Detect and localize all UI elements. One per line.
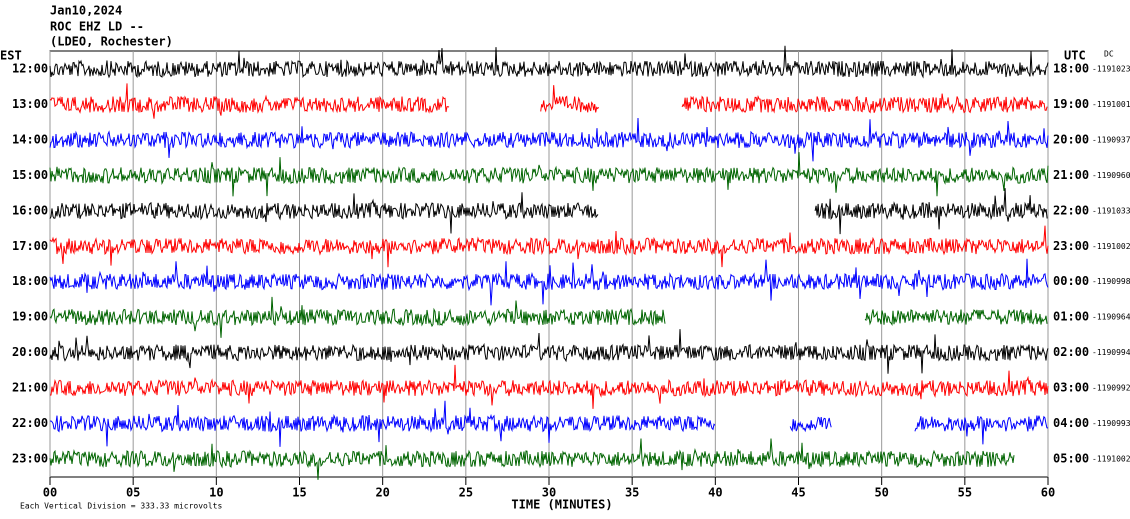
trace [49,438,1015,480]
utc-label: 02:00 [1053,345,1089,359]
dc-offset: -1191002 [1092,242,1130,251]
x-tick-label: 45 [791,486,805,500]
est-label: 12:00 [12,62,48,76]
trace [49,225,1049,268]
trace [49,296,666,338]
x-tick-label: 50 [874,486,888,500]
dc-offset: -1191023 [1092,65,1130,74]
trace [49,400,716,447]
trace [49,192,599,234]
trace [49,83,450,119]
dc-offset: -1191001 [1092,100,1130,109]
utc-label: 19:00 [1053,97,1089,111]
est-label: 15:00 [12,168,48,182]
x-tick-label: 40 [708,486,722,500]
est-label: 16:00 [12,203,48,217]
est-label: 17:00 [12,239,48,253]
x-tick-label: 35 [625,486,639,500]
utc-label: 23:00 [1053,239,1089,253]
est-label: 13:00 [12,97,48,111]
dc-offset: -1191033 [1092,206,1130,215]
left-axis-label: EST [0,49,22,63]
utc-label: 00:00 [1053,274,1089,288]
x-tick-label: 00 [43,486,57,500]
dc-offset: -1190964 [1092,313,1130,322]
est-label: 20:00 [12,345,48,359]
chart-title: Jan10,2024 [50,4,122,18]
dc-offset: -1190937 [1092,135,1130,144]
trace [864,308,1048,326]
est-label: 22:00 [12,416,48,430]
right-axis-label: UTC [1064,49,1086,63]
trace [49,117,1049,162]
utc-label: 03:00 [1053,381,1089,395]
trace [914,415,1049,445]
trace [681,93,1048,114]
dc-offset: -1190994 [1092,348,1130,357]
dc-offset: -1190960 [1092,171,1130,180]
dc-offset: -1190992 [1092,384,1130,393]
est-label: 21:00 [12,381,48,395]
trace [49,258,1049,306]
x-axis-label: TIME (MINUTES) [511,498,612,512]
utc-label: 20:00 [1053,132,1089,146]
est-label: 23:00 [12,452,48,466]
scale-note: Each Vertical Division = 333.33 microvol… [20,502,222,511]
x-tick-label: 05 [126,486,140,500]
trace [540,85,600,113]
offset-label: DC [1104,50,1114,59]
x-tick-label: 10 [209,486,223,500]
dc-offset: -1191002 [1092,455,1130,464]
dc-offset: -1190993 [1092,419,1130,428]
utc-label: 01:00 [1053,310,1089,324]
x-tick-label: 55 [958,486,972,500]
trace [49,329,1049,374]
trace [49,364,1049,409]
x-tick-label: 15 [292,486,306,500]
trace [49,152,1049,197]
x-tick-label: 25 [459,486,473,500]
utc-label: 22:00 [1053,203,1089,217]
x-tick-label: 30 [542,486,556,500]
utc-label: 05:00 [1053,452,1089,466]
est-label: 14:00 [12,132,48,146]
est-label: 19:00 [12,310,48,324]
trace [814,188,1048,235]
station: ROC EHZ LD -- [50,20,144,34]
x-tick-label: 20 [375,486,389,500]
utc-label: 18:00 [1053,62,1089,76]
x-tick-label: 60 [1041,486,1055,500]
utc-label: 21:00 [1053,168,1089,182]
est-label: 18:00 [12,274,48,288]
utc-label: 04:00 [1053,416,1089,430]
trace [49,45,1049,79]
network: (LDEO, Rochester) [50,35,173,49]
dc-offset: -1190998 [1092,277,1130,286]
trace [789,416,832,433]
